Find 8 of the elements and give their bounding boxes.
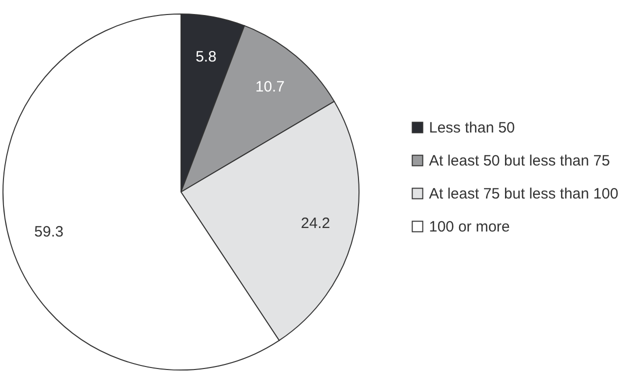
legend-label: 100 or more: [429, 218, 510, 236]
data-label: 59.3: [34, 224, 64, 241]
data-label: 10.7: [255, 78, 285, 96]
legend-label: Less than 50: [429, 120, 515, 136]
data-label: 24.2: [300, 214, 330, 232]
legend-label: At least 75 but less than 100: [429, 186, 618, 202]
data-label: 5.8: [196, 48, 216, 66]
legend-label: At least 50 but less than 75: [429, 152, 610, 170]
